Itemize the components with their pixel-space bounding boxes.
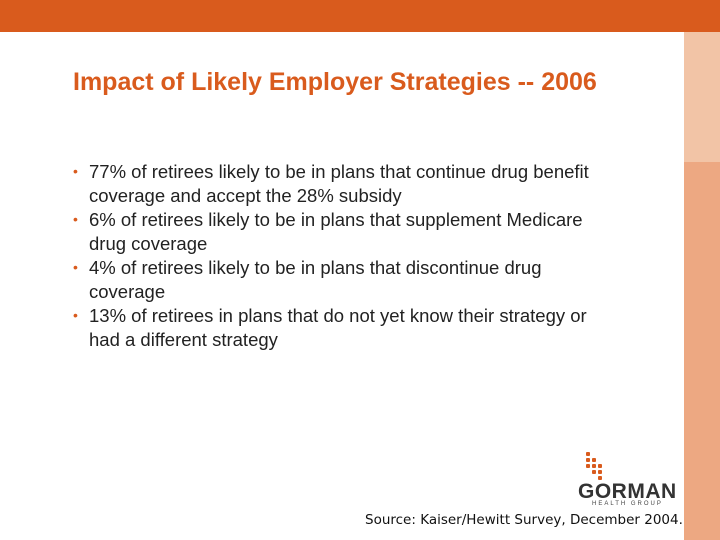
bullet-text: 6% of retirees likely to be in plans tha… [89, 209, 583, 254]
bullet-icon: • [73, 163, 78, 179]
bullet-item: • 77% of retirees likely to be in plans t… [73, 160, 613, 207]
slide-title: Impact of Likely Employer Strategies -- … [73, 68, 597, 96]
logo-subtitle: HEALTH GROUP [592, 501, 663, 507]
bullet-icon: • [73, 259, 78, 275]
bullet-text: 4% of retirees likely to be in plans tha… [89, 257, 542, 302]
bullet-text: 77% of retirees likely to be in plans th… [89, 161, 589, 206]
bullet-text: 13% of retirees in plans that do not yet… [89, 305, 587, 350]
side-band-light [684, 32, 720, 162]
bullet-list: • 77% of retirees likely to be in plans t… [73, 160, 613, 352]
logo-wordmark: GORMAN [578, 480, 677, 503]
header-bar [0, 0, 720, 32]
company-logo: GORMAN HEALTH GROUP [578, 452, 688, 508]
bullet-icon: • [73, 307, 78, 323]
bullet-item: • 4% of retirees likely to be in plans th… [73, 256, 613, 303]
side-accent-band [684, 32, 720, 540]
source-note: Source: Kaiser/Hewitt Survey, December 2… [365, 512, 683, 528]
bullet-icon: • [73, 211, 78, 227]
bullet-item: • 13% of retirees in plans that do not ye… [73, 304, 613, 351]
bullet-item: • 6% of retirees likely to be in plans th… [73, 208, 613, 255]
side-band-mid [684, 162, 720, 540]
dot-grid-logo-icon [582, 452, 606, 480]
